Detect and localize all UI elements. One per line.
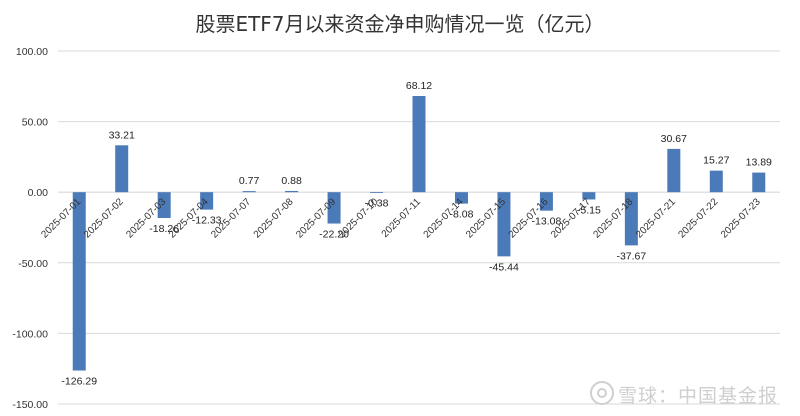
bar bbox=[624, 192, 638, 246]
bar bbox=[539, 192, 553, 211]
data-label: -13.08 bbox=[532, 216, 562, 228]
y-tick-label: 50.00 bbox=[22, 117, 48, 129]
data-label: -12.33 bbox=[192, 215, 222, 227]
data-label: -8.08 bbox=[450, 209, 474, 221]
watermark: 雪球：中国基金报 bbox=[589, 381, 778, 408]
bar bbox=[115, 145, 129, 193]
data-label: -5.15 bbox=[577, 204, 601, 216]
bar bbox=[582, 192, 596, 200]
data-label: -0.38 bbox=[365, 198, 389, 210]
bar bbox=[412, 96, 426, 193]
watermark-text: 雪球：中国基金报 bbox=[617, 385, 778, 407]
bar bbox=[242, 191, 256, 193]
bar bbox=[327, 192, 341, 224]
data-label: 0.77 bbox=[239, 175, 260, 187]
data-label: 13.89 bbox=[746, 157, 772, 169]
data-labels: -126.29 33.21 -18.26 -12.33 0.77 0.88 -22.20 -0… bbox=[61, 80, 772, 388]
bar bbox=[454, 192, 468, 204]
data-label: 15.27 bbox=[703, 155, 729, 167]
data-label: -37.67 bbox=[616, 250, 646, 262]
bar bbox=[285, 190, 299, 193]
y-tick-label: -50.00 bbox=[18, 258, 48, 270]
y-tick-label: 0.00 bbox=[28, 187, 49, 199]
data-label: 30.67 bbox=[661, 133, 687, 145]
x-tick-label: 2025-07-23 bbox=[719, 196, 763, 240]
data-label: -45.44 bbox=[489, 261, 519, 273]
x-tick-label: 2025-07-22 bbox=[676, 196, 720, 240]
y-axis-ticks: 100.00 50.00 0.00 -50.00 -100.00 -150.00 bbox=[12, 46, 48, 411]
bar bbox=[370, 192, 384, 193]
x-tick-label: 2025-07-21 bbox=[634, 196, 678, 240]
bar bbox=[752, 172, 766, 193]
y-tick-label: -150.00 bbox=[12, 399, 48, 411]
chart-title: 股票ETF7月以来资金净申购情况一览（亿元） bbox=[195, 12, 605, 36]
data-label: -18.26 bbox=[149, 223, 179, 235]
y-tick-label: 100.00 bbox=[16, 46, 48, 58]
x-tick-label: 2025-07-02 bbox=[82, 196, 126, 240]
y-tick-label: -100.00 bbox=[12, 328, 48, 340]
data-label: 0.88 bbox=[281, 175, 302, 187]
bar bbox=[157, 192, 171, 218]
data-label: -126.29 bbox=[61, 376, 97, 388]
x-axis-ticks: 2025-07-012025-07-022025-07-032025-07-04… bbox=[39, 196, 763, 240]
x-tick-label: 2025-07-10 bbox=[337, 196, 381, 240]
bar bbox=[72, 192, 86, 371]
bar bbox=[497, 192, 511, 257]
xueqiu-logo-icon bbox=[589, 381, 614, 405]
bar bbox=[667, 148, 681, 193]
data-label: 33.21 bbox=[109, 129, 135, 141]
bar bbox=[200, 192, 214, 210]
bar bbox=[709, 170, 723, 193]
data-label: -22.20 bbox=[319, 229, 349, 241]
bars bbox=[72, 96, 766, 371]
data-label: 68.12 bbox=[406, 80, 432, 92]
x-tick-label: 2025-07-08 bbox=[252, 196, 296, 240]
